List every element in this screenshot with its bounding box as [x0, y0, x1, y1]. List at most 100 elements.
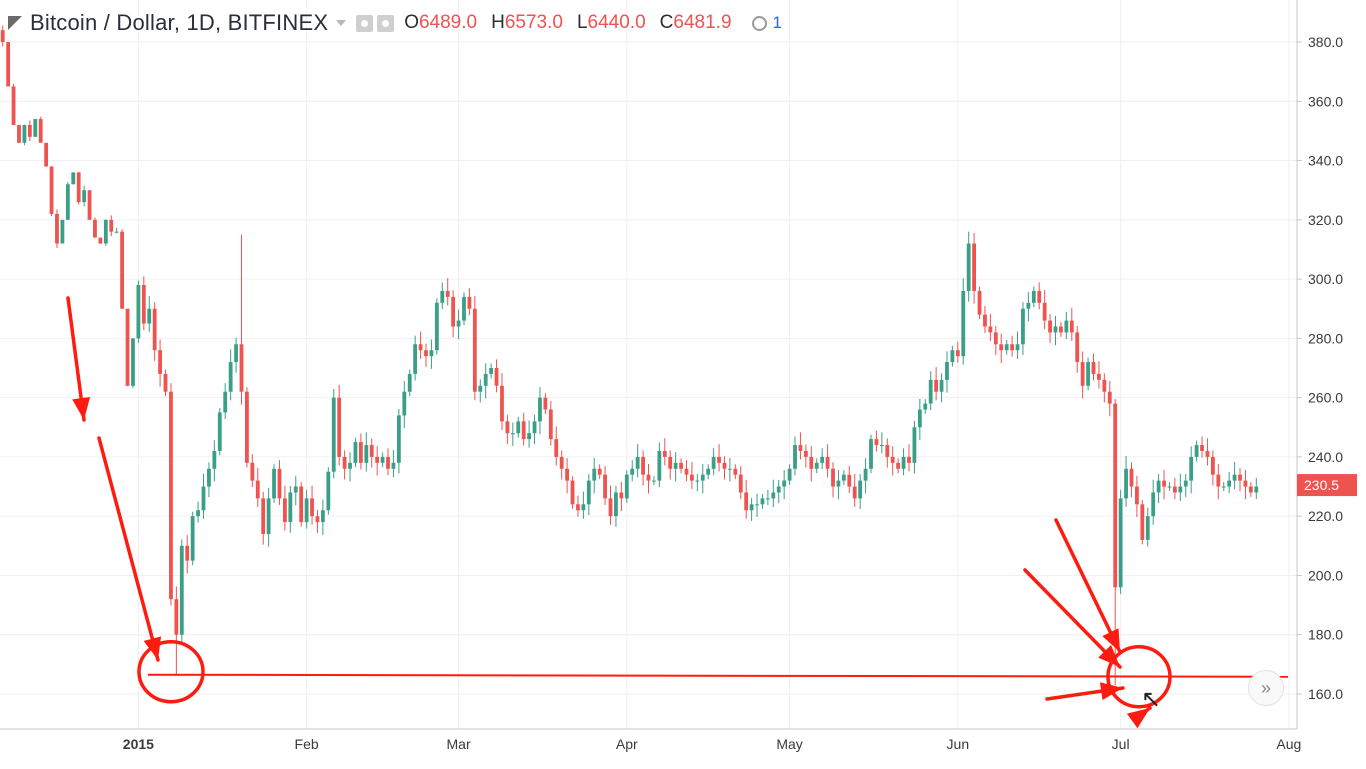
candle: [1178, 473, 1183, 502]
candle-body: [348, 462, 352, 469]
candle: [0, 25, 5, 47]
candle: [1118, 489, 1123, 594]
candle-body: [1162, 480, 1166, 487]
candle: [136, 280, 141, 343]
candle: [1189, 446, 1194, 494]
candle: [966, 231, 971, 302]
candle: [939, 373, 944, 403]
candle-body: [152, 308, 157, 351]
candle-body: [1200, 445, 1204, 451]
candle: [33, 119, 38, 137]
candle: [999, 333, 1004, 363]
y-axis: 160.0 180.0 200.0 220.0 240.0 260.0 280.0 300.0…: [1297, 34, 1343, 702]
scroll-to-realtime-button[interactable]: »: [1248, 670, 1284, 706]
candle-body: [548, 409, 553, 440]
candle: [1243, 469, 1248, 500]
candle-body: [885, 445, 890, 457]
arrow-head: [1098, 644, 1120, 667]
candle: [1080, 351, 1085, 399]
candle: [993, 325, 998, 355]
candle-body: [1248, 486, 1253, 493]
settings-icon[interactable]: [377, 14, 395, 32]
candle-body: [1102, 379, 1107, 392]
candle-body: [1189, 456, 1194, 481]
candle: [809, 446, 814, 482]
candle: [293, 475, 298, 506]
candle: [364, 432, 369, 472]
candle: [76, 172, 81, 205]
candle: [407, 369, 412, 397]
candle-body: [1037, 290, 1042, 303]
candle-body: [71, 172, 76, 185]
candle: [348, 452, 352, 482]
candle-body: [641, 456, 645, 475]
candle-body: [310, 498, 314, 517]
candle-body: [434, 302, 439, 351]
candle-body: [1097, 373, 1101, 380]
candle: [413, 335, 418, 381]
candle: [103, 219, 108, 246]
candle: [1135, 475, 1139, 518]
candle: [635, 444, 640, 478]
candle-body: [1194, 445, 1199, 457]
candle-body: [896, 462, 901, 469]
candle-body: [185, 545, 190, 561]
candle-body: [668, 456, 673, 469]
candle-body: [988, 326, 993, 333]
candle: [440, 282, 445, 310]
candle-body: [787, 468, 792, 481]
candle-body: [597, 468, 602, 475]
candle: [711, 448, 716, 476]
candle: [1232, 461, 1237, 490]
candle: [1086, 357, 1090, 391]
candle-body: [1086, 362, 1090, 386]
candle: [548, 400, 553, 446]
candle-body: [532, 421, 537, 434]
candle-body: [1140, 504, 1145, 540]
candle-body: [1210, 456, 1215, 475]
price-scale[interactable]: [1297, 0, 1366, 769]
candle: [1037, 282, 1042, 310]
candle: [424, 343, 428, 367]
candle-body: [1243, 480, 1248, 487]
candle-body: [1069, 320, 1074, 333]
chevron-down-icon[interactable]: [336, 20, 347, 26]
candle-body: [717, 456, 721, 463]
candle-body: [516, 421, 521, 434]
candle: [304, 489, 309, 529]
alert-count[interactable]: 1: [772, 13, 782, 32]
candle-body: [494, 368, 499, 386]
candle: [983, 306, 987, 334]
candle: [782, 469, 787, 500]
candle: [814, 458, 819, 474]
candle: [684, 460, 689, 482]
candle-body: [60, 219, 65, 244]
candle: [223, 383, 228, 419]
candle-body: [619, 492, 624, 499]
collapse-triangle-icon[interactable]: [8, 16, 22, 30]
alarm-clock-icon[interactable]: [751, 15, 767, 31]
candle: [1097, 361, 1101, 389]
candle-body: [261, 498, 266, 534]
candle-body: [315, 516, 320, 523]
candle: [418, 331, 423, 359]
candle: [592, 458, 597, 494]
candle: [890, 446, 895, 476]
candle: [158, 339, 162, 387]
candle-body: [234, 344, 238, 363]
arrow-head: [1126, 708, 1150, 729]
candle-body: [1107, 391, 1112, 404]
candle: [44, 142, 49, 167]
candle: [353, 437, 358, 468]
symbol-title[interactable]: Bitcoin / Dollar, 1D, BITFINEX: [30, 10, 329, 35]
candle-body: [228, 362, 233, 392]
candle: [1183, 474, 1188, 498]
candle-body: [782, 480, 787, 487]
candle: [283, 485, 287, 531]
candle-body: [711, 456, 716, 469]
candle: [559, 450, 564, 480]
eye-icon[interactable]: [356, 14, 374, 32]
candle-body: [380, 456, 385, 463]
candle-body: [673, 462, 678, 469]
